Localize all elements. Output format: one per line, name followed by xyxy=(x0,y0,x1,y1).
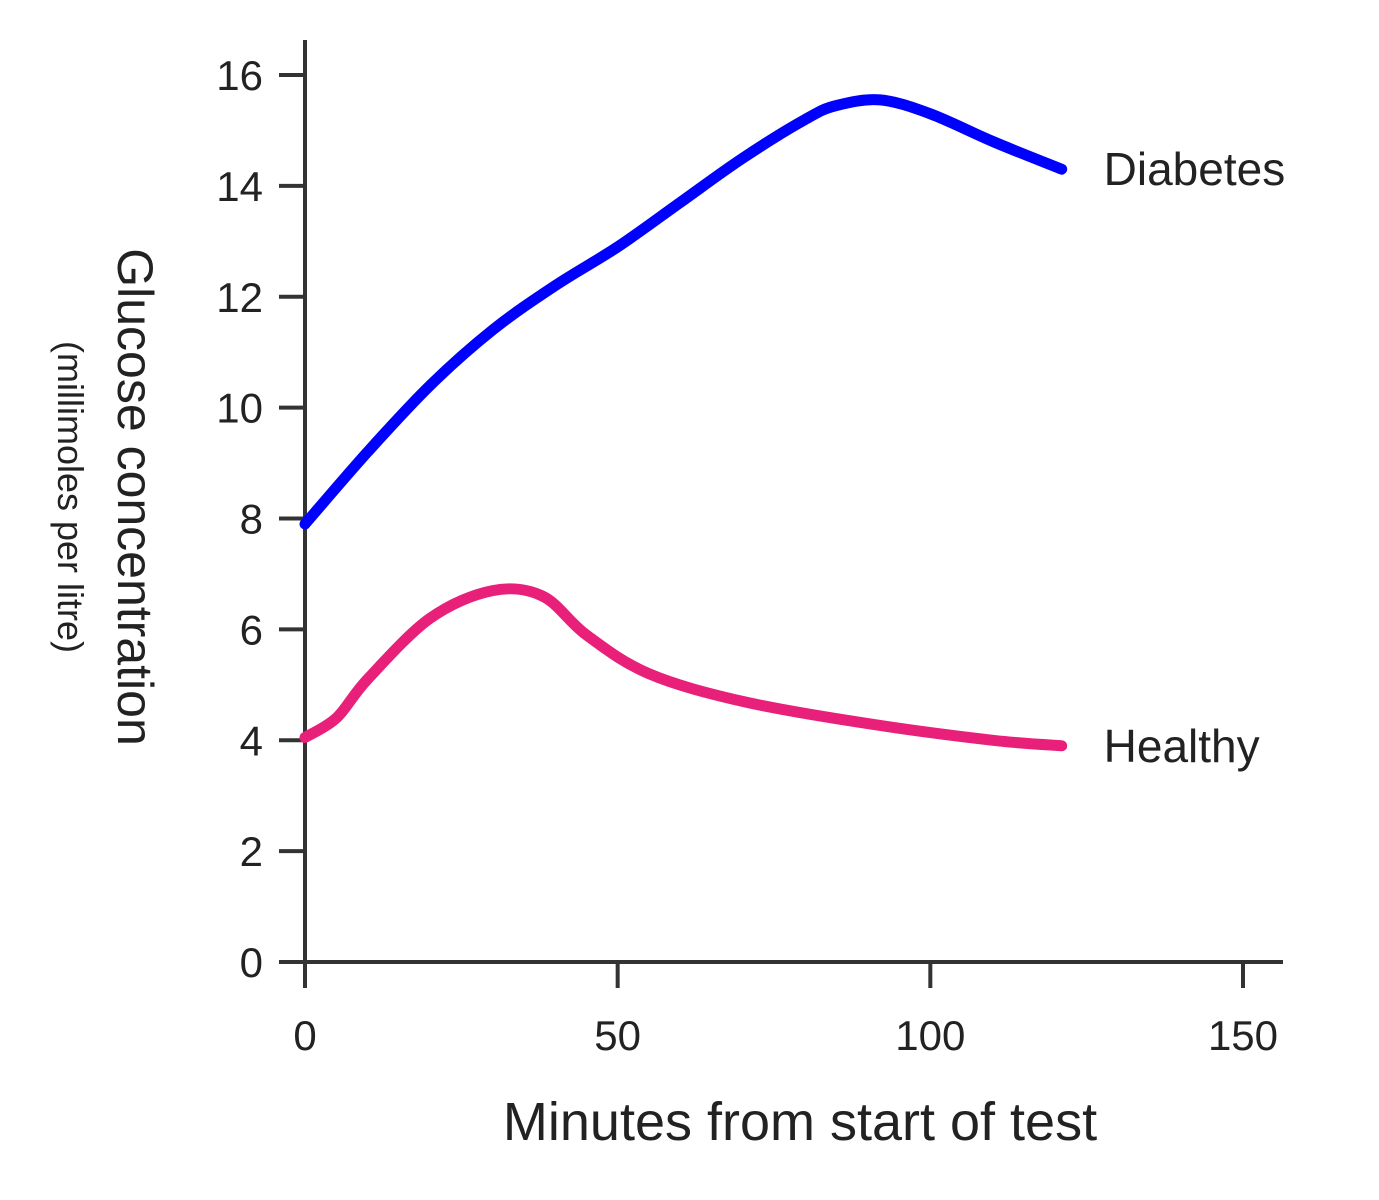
series-line-diabetes xyxy=(299,94,1068,530)
y-tick-label: 8 xyxy=(240,496,263,543)
ticks: 0 2 4 6 8 10 12 14 16 0 50 100 150 xyxy=(216,52,1278,1059)
y-tick-label: 0 xyxy=(240,939,263,986)
series xyxy=(299,94,1068,752)
axes xyxy=(303,40,1283,964)
y-tick-label: 2 xyxy=(240,828,263,875)
y-tick-label: 12 xyxy=(216,274,263,321)
labels: Minutes from start of test Glucose concen… xyxy=(50,143,1285,1152)
x-axis-title: Minutes from start of test xyxy=(503,1092,1097,1152)
y-tick-label: 14 xyxy=(216,163,263,210)
x-tick-label: 50 xyxy=(594,1012,641,1059)
x-tick-label: 150 xyxy=(1208,1012,1278,1059)
x-tick-label: 100 xyxy=(895,1012,965,1059)
series-label-healthy: Healthy xyxy=(1104,720,1260,772)
y-axis-subtitle: (millimoles per litre) xyxy=(50,341,91,653)
y-tick-label: 16 xyxy=(216,52,263,99)
series-line-healthy xyxy=(299,583,1068,752)
x-tick-label: 0 xyxy=(293,1012,316,1059)
y-tick-label: 10 xyxy=(216,385,263,432)
y-axis-title: Glucose concentration xyxy=(107,248,163,746)
y-tick-label: 6 xyxy=(240,606,263,653)
series-label-diabetes: Diabetes xyxy=(1104,143,1286,195)
y-tick-label: 4 xyxy=(240,717,263,764)
